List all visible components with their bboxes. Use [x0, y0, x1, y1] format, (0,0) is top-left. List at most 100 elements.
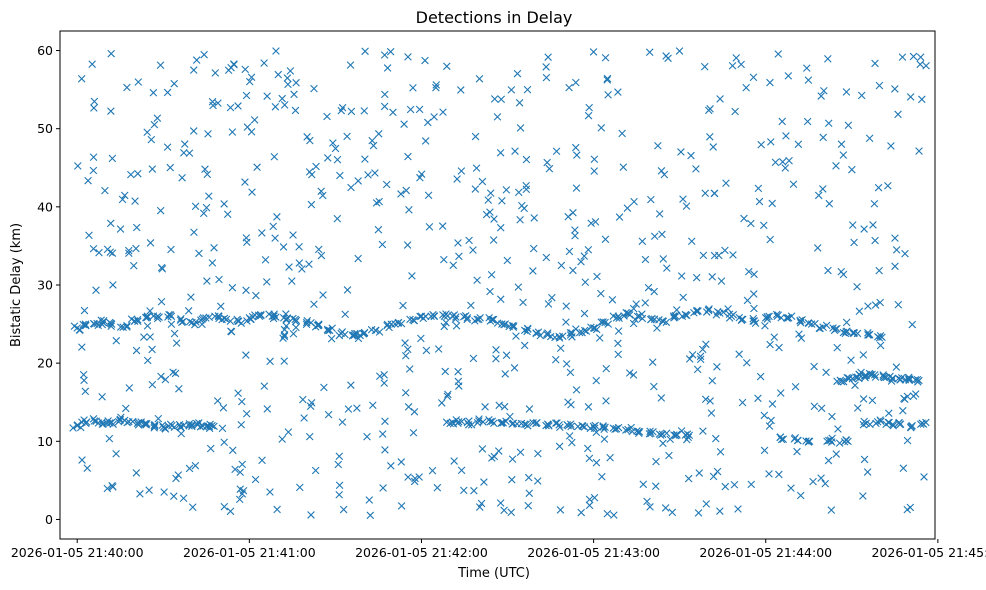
data-point: [443, 392, 452, 401]
data-point: [125, 384, 134, 392]
data-point: [228, 283, 237, 292]
data-point: [107, 107, 115, 115]
data-point: [432, 81, 441, 89]
data-point: [558, 332, 567, 340]
data-point: [415, 105, 424, 114]
data-point: [724, 305, 732, 313]
data-point: [516, 448, 525, 457]
data-point: [317, 251, 326, 260]
data-point: [516, 215, 524, 224]
data-point: [631, 315, 639, 324]
data-point: [279, 334, 287, 343]
data-point: [127, 170, 135, 179]
data-point: [874, 183, 883, 192]
data-point: [331, 144, 340, 153]
data-point: [585, 454, 594, 463]
data-point: [175, 420, 184, 429]
data-point: [860, 455, 869, 464]
data-point: [166, 163, 175, 172]
data-point: [424, 191, 433, 200]
data-point: [569, 266, 577, 275]
data-point: [572, 386, 581, 394]
data-point: [149, 88, 158, 97]
data-point: [289, 329, 298, 338]
data-point: [884, 418, 893, 427]
data-point: [693, 365, 702, 374]
data-point: [659, 255, 668, 263]
data-point: [815, 324, 824, 333]
data-point: [403, 241, 412, 249]
data-point: [663, 264, 671, 272]
data-point: [480, 478, 488, 486]
data-point: [335, 481, 344, 490]
data-point: [433, 483, 442, 492]
data-point: [475, 503, 484, 511]
data-point: [687, 151, 695, 160]
data-point: [99, 317, 108, 325]
data-point: [749, 314, 758, 323]
data-point: [265, 310, 273, 318]
data-point: [220, 502, 229, 511]
data-point: [625, 369, 634, 377]
data-point: [465, 236, 473, 245]
data-point: [657, 394, 666, 402]
data-point: [569, 208, 577, 217]
data-point: [409, 315, 417, 324]
data-point: [695, 469, 704, 477]
data-point: [364, 171, 372, 179]
data-point: [532, 329, 540, 337]
data-point: [682, 435, 691, 444]
data-point: [615, 213, 624, 221]
data-point: [730, 480, 739, 489]
data-point: [706, 397, 714, 405]
data-point: [620, 312, 628, 320]
data-point: [382, 180, 391, 189]
chart-title: Detections in Delay: [416, 8, 573, 27]
data-point: [188, 503, 197, 511]
data-point: [627, 423, 635, 432]
data-point: [109, 483, 117, 491]
data-point: [666, 435, 674, 444]
data-point: [104, 417, 112, 425]
data-point: [544, 53, 552, 61]
data-point: [242, 351, 250, 359]
data-point: [149, 312, 158, 320]
data-point: [629, 319, 638, 328]
data-point: [417, 170, 426, 178]
data-point: [327, 334, 336, 343]
data-point: [641, 299, 650, 307]
data-point: [374, 225, 383, 234]
data-point: [481, 403, 489, 411]
data-point: [803, 64, 811, 72]
data-point: [641, 255, 650, 264]
data-point: [889, 421, 898, 430]
data-point: [699, 427, 707, 435]
data-point: [529, 267, 537, 275]
data-point: [832, 450, 841, 458]
data-point: [731, 107, 739, 116]
data-point: [705, 305, 713, 313]
data-point: [568, 333, 576, 341]
data-point: [646, 503, 654, 511]
data-point: [167, 245, 175, 254]
y-axis-label: Bistatic Delay (km): [9, 223, 24, 347]
data-point: [598, 472, 606, 481]
data-point: [622, 426, 630, 434]
data-point: [430, 312, 439, 321]
data-point: [185, 420, 194, 428]
data-point: [266, 357, 274, 366]
data-point: [875, 81, 884, 90]
data-point: [123, 321, 131, 330]
data-point: [199, 422, 207, 430]
data-point: [819, 133, 827, 142]
x-axis-label: Time (UTC): [457, 566, 530, 581]
data-point: [555, 442, 564, 451]
data-point: [760, 446, 769, 455]
data-point: [592, 458, 601, 467]
data-point: [592, 376, 601, 385]
data-point: [721, 246, 729, 255]
data-point: [205, 313, 213, 322]
data-point: [223, 210, 232, 219]
data-point: [439, 311, 447, 319]
data-point: [585, 501, 594, 510]
